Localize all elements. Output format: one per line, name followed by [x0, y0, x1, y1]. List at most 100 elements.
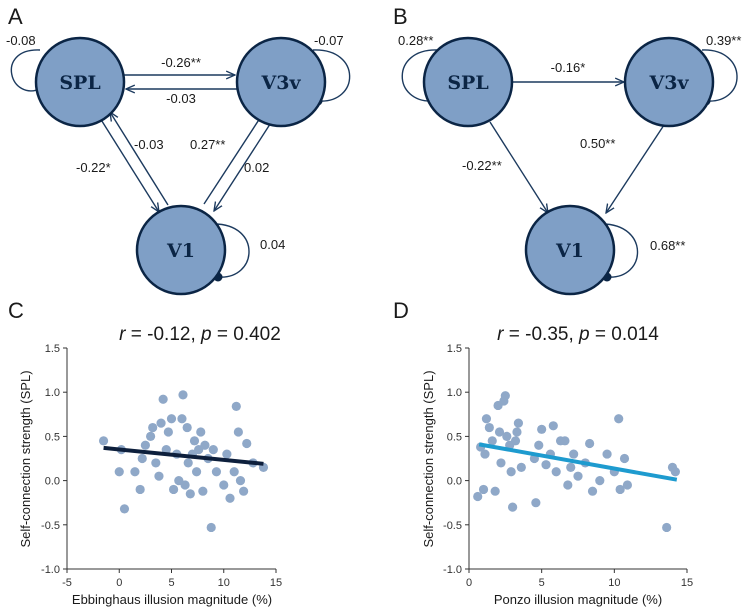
- weight-spl-to-v3v-b: -0.16*: [551, 60, 586, 75]
- x-tick-label: 15: [681, 577, 693, 589]
- data-point: [560, 436, 570, 446]
- node-label-v3v: V3v: [260, 72, 301, 94]
- y-tick-label: 1.5: [447, 343, 462, 355]
- data-point: [130, 467, 140, 477]
- y-tick-label: 1.5: [45, 343, 60, 355]
- data-point: [537, 424, 547, 434]
- x-axis-label-d: Ponzo illusion magnitude (%): [494, 592, 662, 607]
- data-point: [168, 484, 179, 495]
- weight-v1-to-v3v: 0.27**: [190, 137, 225, 152]
- panel-letter-d: D: [393, 298, 409, 323]
- data-point: [587, 486, 598, 496]
- data-point: [563, 480, 573, 490]
- data-point: [135, 484, 145, 495]
- panel-letter-b: B: [393, 4, 408, 29]
- data-point: [211, 467, 222, 477]
- y-ticks-c: -1.0 -0.5 0.0 0.5 1.0 1.5: [41, 343, 67, 576]
- data-point: [487, 436, 497, 446]
- y-tick-label: 0.5: [447, 431, 462, 443]
- self-loop-v1: [213, 223, 250, 278]
- weight-spl-to-v1-b: -0.22**: [462, 158, 502, 173]
- self-loop-spl: [10, 49, 43, 92]
- data-point: [551, 467, 561, 477]
- data-point: [219, 480, 229, 490]
- y-tick-label: -1.0: [443, 564, 462, 576]
- y-tick-label: 0.0: [447, 476, 462, 488]
- data-point: [242, 438, 252, 449]
- edge-v3v-to-v1: [214, 117, 275, 211]
- data-point: [494, 427, 505, 437]
- data-point: [183, 458, 193, 468]
- data-point: [490, 486, 500, 496]
- data-point: [166, 414, 177, 424]
- data-point: [206, 522, 216, 533]
- fit-line-d: [478, 442, 678, 482]
- weight-spl-to-v1: -0.22*: [76, 160, 111, 175]
- data-point: [516, 462, 526, 472]
- scatter-chart-c: r = -0.12, p = 0.402 -1.0 -0.5 0.0 0.5 1.0 1.…: [18, 324, 282, 607]
- data-point: [614, 414, 624, 424]
- node-label-v1: V1: [166, 240, 195, 262]
- x-tick-label: 0: [116, 577, 122, 589]
- x-tick-label: 5: [168, 577, 174, 589]
- weight-self-spl-b: 0.28**: [398, 33, 433, 48]
- weight-self-v1: 0.04: [260, 237, 285, 252]
- data-point: [473, 491, 483, 502]
- data-point: [177, 414, 187, 424]
- network-diagram-b: SPL V3v V1 0.28** 0.39** 0.68** -0.16* -…: [398, 33, 741, 296]
- x-tick-label: 10: [608, 577, 620, 589]
- y-tick-label: 1.0: [45, 387, 60, 399]
- x-tick-label: 10: [218, 577, 230, 589]
- data-point: [662, 522, 672, 533]
- network-diagram-a: SPL V3v V1 -0.08 -0.07 0.04 -0.26** -0.0…: [6, 33, 351, 296]
- data-point: [208, 445, 218, 455]
- chart-title-c: r = -0.12, p = 0.402: [119, 324, 281, 345]
- data-point: [480, 449, 490, 459]
- self-loop-v3v: [312, 49, 351, 102]
- data-point: [198, 486, 208, 496]
- data-point: [185, 489, 195, 499]
- data-point: [500, 391, 510, 401]
- data-point: [496, 458, 506, 468]
- scatter-chart-d: r = -0.35, p = 0.014 -1.0 -0.5 0.0 0.5 1.0 1.…: [421, 324, 693, 607]
- edge-spl-to-v1-b: [489, 121, 548, 213]
- data-point: [622, 480, 633, 490]
- weight-v1-to-spl: -0.03: [134, 137, 164, 152]
- data-point: [200, 440, 210, 450]
- self-loop-v3v-b: [701, 49, 738, 102]
- node-label-spl-b: SPL: [447, 72, 488, 94]
- data-point: [484, 422, 494, 433]
- data-point: [585, 438, 595, 449]
- weight-self-spl: -0.08: [6, 33, 36, 48]
- y-tick-label: -0.5: [443, 520, 462, 532]
- data-point: [163, 427, 173, 437]
- data-point: [548, 421, 558, 431]
- y-tick-label: 0.0: [45, 476, 60, 488]
- edge-spl-to-v1: [99, 117, 159, 212]
- data-point: [119, 504, 130, 514]
- y-tick-label: -0.5: [41, 520, 60, 532]
- data-point: [140, 440, 150, 450]
- x-tick-label: 0: [466, 577, 472, 589]
- data-point: [566, 462, 576, 472]
- weight-v3v-to-v1-b: 0.50**: [580, 136, 615, 151]
- data-point: [196, 427, 206, 437]
- data-point: [191, 467, 202, 477]
- self-loop-spl-b: [401, 49, 439, 102]
- data-point: [98, 436, 109, 446]
- data-point: [502, 431, 512, 441]
- data-point: [178, 390, 188, 400]
- y-axis-label-c: Self-connection strength (SPL): [18, 370, 33, 547]
- edge-v3v-to-v1-b: [606, 121, 667, 213]
- data-point: [573, 471, 583, 481]
- data-point: [154, 471, 164, 481]
- x-ticks-c: -5 0 5 10 15: [62, 569, 282, 589]
- node-v1: [135, 204, 227, 296]
- data-point: [182, 422, 192, 433]
- x-ticks-d: 0 5 10 15: [466, 569, 693, 589]
- data-point: [513, 418, 524, 428]
- data-point: [180, 480, 190, 490]
- node-v1-b: [524, 204, 616, 296]
- data-point: [478, 484, 489, 495]
